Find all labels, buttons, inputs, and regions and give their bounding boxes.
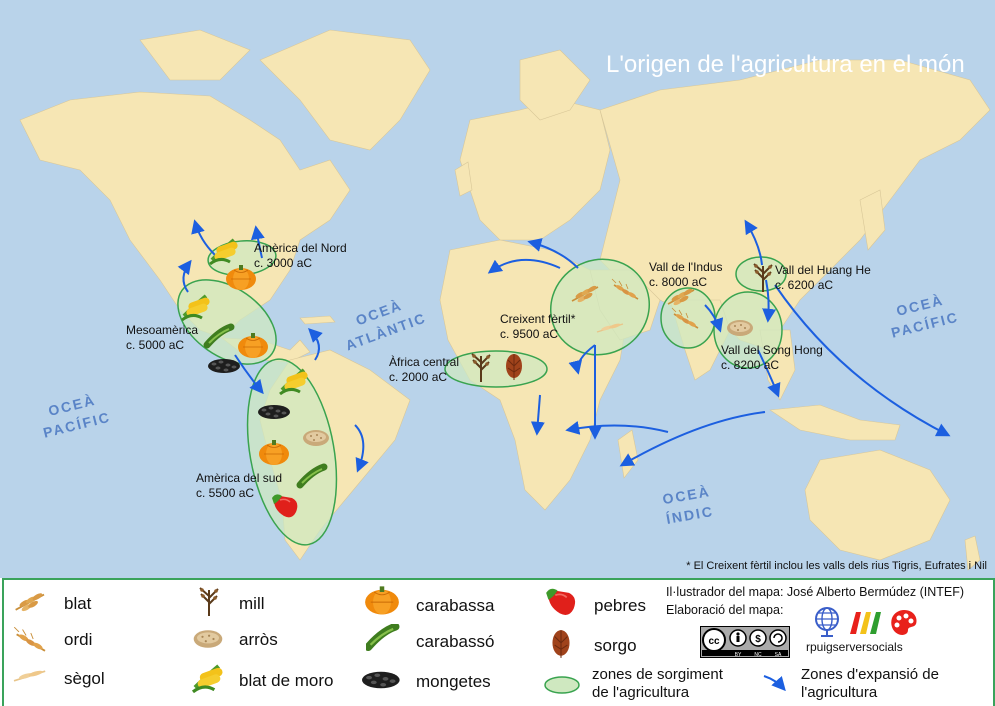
cc-by: BY bbox=[735, 652, 742, 658]
legend-label-millet: mill bbox=[239, 594, 265, 613]
region-label-fertile-crescent: Creixent fèrtil* c. 9500 aC bbox=[500, 312, 576, 341]
legend-label-pumpkin: carabassa bbox=[416, 596, 495, 615]
palette-icon bbox=[891, 610, 917, 635]
legend-label-expansion: Zones d'expansió de l'agricultura bbox=[801, 666, 939, 701]
illustrator-credit: Il·lustrador del mapa: José Alberto Berm… bbox=[666, 585, 965, 599]
legend-label-zucchini: carabassó bbox=[416, 632, 495, 651]
legend-label-pepper: pebres bbox=[594, 596, 646, 615]
legend-label-sorghum: sorgo bbox=[594, 636, 637, 655]
cc-sa: SA bbox=[775, 652, 782, 658]
bars-logo-icon bbox=[850, 612, 881, 634]
site-name: rpuigserversocials bbox=[806, 640, 903, 654]
pumpkin-icon bbox=[364, 586, 400, 616]
zucchini-icon bbox=[366, 624, 400, 652]
sorghum-icon bbox=[551, 629, 571, 659]
legend-label-rye: sègol bbox=[64, 669, 105, 688]
ocean-label-indian: OCEÀ ÍNDIC bbox=[661, 483, 716, 527]
region-label-central-africa: Àfrica central c. 2000 aC bbox=[389, 355, 460, 384]
wheat-icon bbox=[14, 591, 45, 612]
legend: blat ordi sègol mill arròs blat de moro … bbox=[2, 578, 995, 706]
legend-label-zones: zones de sorgiment de l'agricultura bbox=[592, 666, 723, 701]
svg-text:cc: cc bbox=[708, 636, 720, 647]
world-map bbox=[0, 0, 995, 578]
map-title: L'origen de l'agricultura en el món bbox=[606, 51, 965, 78]
legend-label-beans: mongetes bbox=[416, 672, 491, 691]
svg-text:$: $ bbox=[755, 634, 761, 645]
millet-icon bbox=[199, 587, 219, 617]
barley-icon bbox=[13, 626, 46, 652]
rye-icon bbox=[13, 668, 47, 682]
rice-icon bbox=[193, 630, 223, 648]
expansion-arrow-icon bbox=[763, 675, 786, 692]
zone-swatch-icon bbox=[544, 676, 580, 694]
region-label-indus: Vall de l'Indus c. 8000 aC bbox=[649, 260, 723, 289]
pepper-icon bbox=[545, 587, 576, 616]
map-credits: Elaboració del mapa: bbox=[666, 603, 784, 617]
region-label-song-hong: Vall del Song Hong c. 8200 aC bbox=[721, 343, 823, 372]
cc-nc: NC bbox=[754, 652, 762, 658]
footnote: * El Creixent fèrtil inclou les valls de… bbox=[686, 560, 987, 572]
beans-icon bbox=[362, 671, 400, 689]
legend-label-barley: ordi bbox=[64, 630, 93, 649]
region-label-south-america: Amèrica del sud c. 5500 aC bbox=[196, 471, 283, 500]
corn-icon bbox=[190, 664, 228, 694]
region-label-huang-he: Vall del Huang He c. 6200 aC bbox=[775, 263, 871, 292]
globe-icon bbox=[815, 607, 839, 637]
cc-license-icon: cc $ BY NC SA bbox=[700, 626, 790, 658]
region-label-north-america: Amèrica del Nord c. 3000 aC bbox=[254, 241, 347, 270]
legend-label-rice: arròs bbox=[239, 630, 278, 649]
region-label-mesoamerica: Mesoamèrica c. 5000 aC bbox=[126, 323, 199, 352]
legend-label-wheat: blat bbox=[64, 594, 92, 613]
legend-label-corn: blat de moro bbox=[239, 671, 334, 690]
